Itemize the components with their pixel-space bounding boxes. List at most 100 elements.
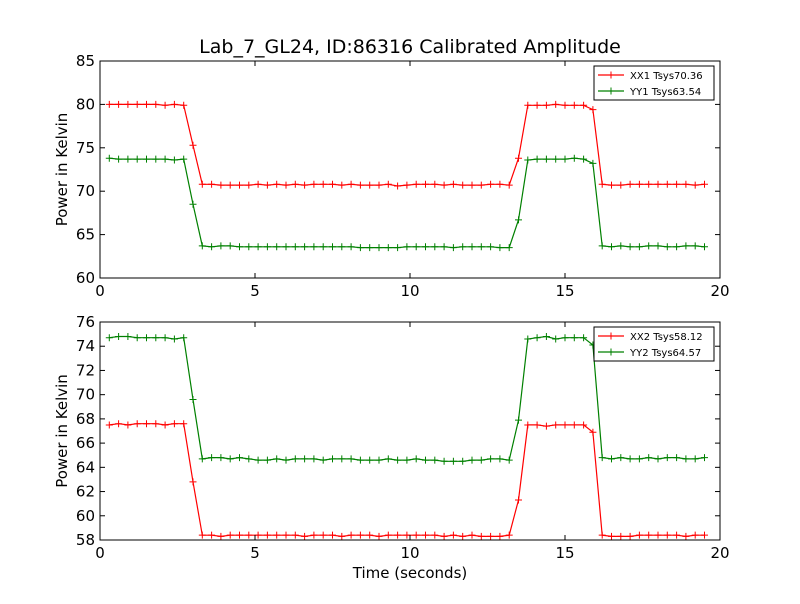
data-point: [580, 334, 588, 342]
data-point: [384, 455, 392, 463]
data-point: [394, 531, 402, 539]
data-point: [236, 531, 243, 539]
data-point: [496, 180, 504, 188]
y-tick-label: 65: [76, 226, 95, 244]
data-point: [263, 181, 271, 189]
data-point: [561, 334, 569, 342]
data-point: [356, 456, 364, 464]
data-point: [236, 454, 243, 462]
data-point: [422, 243, 429, 251]
data-point: [589, 159, 597, 167]
data-point: [208, 243, 216, 251]
data-point: [487, 532, 495, 540]
data-point: [356, 531, 364, 539]
data-point: [115, 420, 123, 428]
data-point: [338, 181, 346, 189]
data-point: [617, 242, 625, 250]
y-tick-label: 70: [76, 182, 95, 200]
data-point: [598, 454, 606, 462]
data-point: [422, 180, 429, 188]
x-tick-label: 0: [95, 282, 105, 300]
data-point: [459, 181, 467, 189]
data-point: [161, 155, 169, 163]
data-point: [440, 181, 448, 189]
data-point: [598, 242, 606, 250]
data-point: [626, 180, 634, 188]
data-point: [245, 531, 253, 539]
data-point: [459, 532, 467, 540]
data-point: [570, 421, 578, 429]
data-point: [394, 456, 402, 464]
data-point: [291, 180, 299, 188]
data-point: [273, 531, 281, 539]
data-point: [375, 244, 383, 252]
data-point: [626, 532, 634, 540]
y-tick-label: 64: [76, 458, 95, 476]
legend-label: YY1 Tsys63.54: [629, 87, 701, 98]
data-point: [608, 243, 615, 251]
data-point: [133, 155, 141, 163]
data-point: [431, 243, 439, 251]
data-point: [431, 180, 439, 188]
series-1-1: [105, 100, 708, 190]
data-point: [515, 496, 522, 504]
data-point: [515, 416, 522, 424]
data-point: [487, 180, 495, 188]
data-point: [524, 156, 532, 164]
y-tick-label: 74: [76, 337, 95, 355]
data-point: [477, 243, 485, 251]
data-point: [449, 180, 457, 188]
legend-label: YY2 Tsys64.57: [629, 348, 701, 359]
data-point: [477, 181, 485, 189]
data-point: [635, 180, 643, 188]
data-point: [329, 243, 336, 251]
data-point: [701, 454, 708, 462]
data-point: [105, 100, 113, 108]
data-point: [673, 531, 681, 539]
data-point: [189, 200, 197, 208]
chart-panel-1: 0 5 10 15 20 60 65 70 75 80 85 Power in Kelvin XX1 T…: [53, 52, 730, 300]
data-point: [143, 420, 150, 428]
data-point: [580, 155, 588, 163]
data-point: [496, 244, 504, 252]
data-point: [366, 531, 374, 539]
data-point: [347, 180, 355, 188]
data-point: [561, 101, 569, 109]
y-tick-label: 75: [76, 139, 95, 157]
data-point: [282, 531, 290, 539]
data-point: [319, 456, 327, 464]
data-point: [570, 154, 578, 162]
data-point: [663, 454, 671, 462]
data-point: [226, 181, 234, 189]
y-tick-label: 66: [76, 434, 95, 452]
data-point: [366, 181, 374, 189]
x-tick-label: 0: [95, 544, 105, 562]
series-2-1: [105, 420, 708, 540]
data-point: [459, 243, 467, 251]
data-point: [366, 456, 374, 464]
x-tick-label: 5: [250, 282, 260, 300]
data-point: [673, 180, 681, 188]
data-point: [589, 428, 597, 436]
data-point: [617, 532, 625, 540]
data-point: [124, 333, 132, 341]
data-point: [682, 455, 690, 463]
data-point: [236, 243, 243, 251]
data-point: [505, 531, 513, 539]
data-point: [701, 180, 708, 188]
data-point: [282, 243, 290, 251]
data-point: [598, 180, 606, 188]
data-point: [422, 531, 429, 539]
data-point: [124, 155, 132, 163]
data-point: [161, 101, 169, 109]
data-point: [291, 455, 299, 463]
data-point: [524, 421, 532, 429]
data-point: [180, 155, 188, 163]
data-point: [654, 531, 662, 539]
data-point: [487, 455, 495, 463]
data-point: [319, 243, 327, 251]
data-point: [356, 181, 364, 189]
data-point: [347, 531, 355, 539]
data-point: [635, 243, 643, 251]
